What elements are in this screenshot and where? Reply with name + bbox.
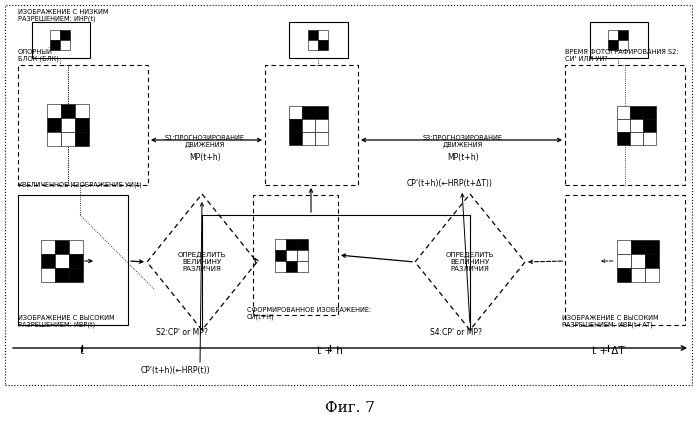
Text: MP(t+h): MP(t+h): [189, 153, 221, 162]
Text: S4:CP' or MP?: S4:CP' or MP?: [430, 328, 482, 337]
Bar: [630, 131, 642, 144]
Bar: [617, 240, 631, 254]
Bar: [630, 105, 642, 119]
Text: СФОРМИРОВАННОЕ ИЗОБРАЖЕНИЕ:
СИ(t+H): СФОРМИРОВАННОЕ ИЗОБРАЖЕНИЕ: СИ(t+H): [247, 306, 371, 320]
Bar: [47, 132, 61, 146]
Bar: [296, 249, 308, 261]
Bar: [75, 104, 89, 118]
Bar: [5, 5, 692, 385]
Bar: [318, 40, 328, 50]
Bar: [608, 30, 618, 40]
Bar: [315, 131, 328, 144]
Bar: [69, 254, 83, 268]
Bar: [318, 30, 328, 40]
Bar: [47, 118, 61, 132]
Bar: [617, 254, 631, 268]
Bar: [618, 30, 628, 40]
Bar: [642, 131, 656, 144]
Bar: [55, 254, 69, 268]
Bar: [645, 254, 659, 268]
Bar: [69, 240, 83, 254]
Bar: [55, 240, 69, 254]
Bar: [275, 261, 285, 272]
Bar: [618, 40, 628, 50]
Bar: [41, 254, 55, 268]
Bar: [61, 104, 75, 118]
Bar: [296, 261, 308, 272]
Text: ИЗОБРАЖЕНИЕ С ВЫСОКИМ
РАЗРЕШЕНИЕМ: ИВР(t): ИЗОБРАЖЕНИЕ С ВЫСОКИМ РАЗРЕШЕНИЕМ: ИВР(t…: [18, 314, 115, 328]
Bar: [50, 30, 60, 40]
Bar: [289, 105, 301, 119]
Bar: [253, 195, 338, 315]
Bar: [41, 268, 55, 282]
Bar: [285, 238, 296, 249]
Text: ИЗОБРАЖЕНИЕ С ВЫСОКИМ
РАЗРЕШЕНИЕМ: ИВР(t+AT): ИЗОБРАЖЕНИЕ С ВЫСОКИМ РАЗРЕШЕНИЕМ: ИВР(t…: [562, 314, 658, 328]
Bar: [565, 195, 685, 325]
Bar: [617, 119, 630, 131]
Bar: [642, 119, 656, 131]
Text: ОПОРНЫЙ
БЛОК (БЛК): ОПОРНЫЙ БЛОК (БЛК): [18, 48, 59, 62]
Bar: [275, 249, 285, 261]
Bar: [301, 119, 315, 131]
Bar: [289, 22, 348, 58]
Text: S3:ПРОГНОЗИРОВАНИЕ
ДВИЖЕНИЯ: S3:ПРОГНОЗИРОВАНИЕ ДВИЖЕНИЯ: [423, 135, 503, 148]
Bar: [41, 240, 55, 254]
Bar: [308, 40, 318, 50]
Bar: [61, 132, 75, 146]
Text: CP'(t+h)(←HRP(t)): CP'(t+h)(←HRP(t)): [140, 366, 210, 375]
Bar: [285, 249, 296, 261]
Bar: [301, 131, 315, 144]
Bar: [289, 119, 301, 131]
Text: Фиг. 7: Фиг. 7: [325, 401, 375, 415]
Text: ОПРЕДЕЛИТЬ
ВЕЛИЧИНУ
РАЗЛИЧИЯ: ОПРЕДЕЛИТЬ ВЕЛИЧИНУ РАЗЛИЧИЯ: [446, 252, 494, 272]
Bar: [565, 65, 685, 185]
Bar: [75, 118, 89, 132]
Bar: [645, 268, 659, 282]
Bar: [617, 268, 631, 282]
Text: ОПРЕДЕЛИТЬ
ВЕЛИЧИНУ
РАЗЛИЧИЯ: ОПРЕДЕЛИТЬ ВЕЛИЧИНУ РАЗЛИЧИЯ: [178, 252, 226, 272]
Text: S1:ПРОГНОЗИРОВАНИЕ
ДВИЖЕНИЯ: S1:ПРОГНОЗИРОВАНИЕ ДВИЖЕНИЯ: [165, 135, 245, 148]
Bar: [608, 40, 618, 50]
Text: ВРЕМЯ ФОТОГРАФИРОВАНИЯ S2:
СИ' ИЛИ УИ?: ВРЕМЯ ФОТОГРАФИРОВАНИЯ S2: СИ' ИЛИ УИ?: [565, 49, 679, 62]
Bar: [315, 119, 328, 131]
Bar: [631, 268, 645, 282]
Bar: [631, 240, 645, 254]
Text: t: t: [80, 346, 84, 356]
Text: t + ΔT: t + ΔT: [591, 346, 624, 356]
Bar: [630, 119, 642, 131]
Bar: [590, 22, 648, 58]
Bar: [296, 238, 308, 249]
Bar: [47, 104, 61, 118]
Bar: [617, 105, 630, 119]
Text: ИЗОБРАЖЕНИЕ С НИЗКИМ
РАЗРЕШЕНИЕМ: ИНР(t): ИЗОБРАЖЕНИЕ С НИЗКИМ РАЗРЕШЕНИЕМ: ИНР(t): [18, 8, 108, 22]
Bar: [645, 240, 659, 254]
Bar: [75, 132, 89, 146]
Text: t + h: t + h: [317, 346, 343, 356]
Bar: [617, 131, 630, 144]
Bar: [301, 105, 315, 119]
Bar: [285, 261, 296, 272]
Bar: [289, 131, 301, 144]
Bar: [265, 65, 358, 185]
Bar: [275, 238, 285, 249]
Text: S2:CP' or MP?: S2:CP' or MP?: [156, 328, 208, 337]
Text: CP'(t+h)(←HRP(t+ΔT)): CP'(t+h)(←HRP(t+ΔT)): [407, 179, 493, 188]
Bar: [631, 254, 645, 268]
Bar: [60, 40, 70, 50]
Bar: [32, 22, 90, 58]
Bar: [50, 40, 60, 50]
Bar: [60, 30, 70, 40]
Text: MP(t+h): MP(t+h): [447, 153, 479, 162]
Bar: [18, 195, 128, 325]
Bar: [61, 118, 75, 132]
Bar: [642, 105, 656, 119]
Text: УВЕЛИЧЕННОЕ ИЗОБРАЖЕНИЕ УИ(t): УВЕЛИЧЕННОЕ ИЗОБРАЖЕНИЕ УИ(t): [18, 181, 142, 188]
Bar: [315, 105, 328, 119]
Bar: [308, 30, 318, 40]
Bar: [18, 65, 148, 185]
Bar: [69, 268, 83, 282]
Bar: [55, 268, 69, 282]
